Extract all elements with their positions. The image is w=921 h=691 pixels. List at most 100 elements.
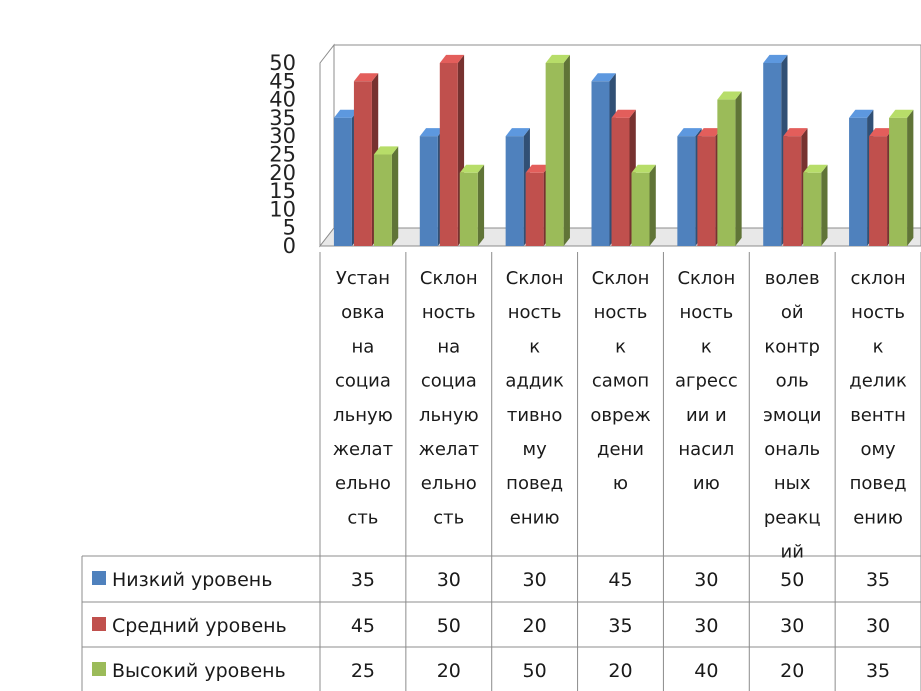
- data-value: 50: [437, 615, 461, 637]
- legend-label: Средний уровень: [112, 615, 287, 637]
- y-tick-label: 20: [269, 161, 296, 185]
- legend-label: Низкий уровень: [112, 569, 272, 591]
- category-label: ому: [860, 439, 896, 460]
- data-value: 35: [351, 569, 375, 591]
- category-label: на: [437, 336, 460, 357]
- y-tick-label: 25: [269, 143, 296, 167]
- category-label: ность: [594, 302, 648, 323]
- category-label: ность: [508, 302, 562, 323]
- bar: [439, 63, 458, 246]
- category-label: ональ: [764, 439, 820, 460]
- data-value: 20: [523, 615, 547, 637]
- category-label: овка: [341, 302, 385, 323]
- bar-top: [631, 164, 656, 173]
- category-label: ность: [851, 302, 905, 323]
- category-label: контр: [764, 336, 820, 357]
- category-label: агресс: [675, 371, 738, 392]
- category-label: ию: [693, 473, 720, 494]
- category-label: социа: [421, 371, 477, 392]
- category-label: Устан: [336, 268, 390, 289]
- category-label: ению: [510, 507, 560, 528]
- data-value: 30: [780, 615, 804, 637]
- category-label: к: [873, 336, 884, 357]
- category-label: овреж: [590, 405, 650, 426]
- bar-side: [563, 54, 570, 247]
- data-value: 30: [523, 569, 547, 591]
- bar: [333, 117, 352, 247]
- category-label: сть: [433, 507, 464, 528]
- category-label: к: [615, 336, 626, 357]
- category-label: аддик: [505, 371, 564, 392]
- y-tick-label: 35: [269, 106, 296, 130]
- category-label: ельно: [421, 473, 477, 494]
- y-tick-label: 10: [269, 197, 296, 221]
- data-value: 20: [780, 660, 804, 682]
- data-value: 30: [694, 569, 718, 591]
- bar: [889, 117, 908, 247]
- bar-top: [889, 109, 914, 118]
- category-label: льную: [419, 405, 479, 426]
- y-tick-label: 30: [269, 124, 296, 148]
- category-label: делик: [849, 371, 907, 392]
- bar-top: [803, 164, 828, 173]
- side-wall: [319, 43, 335, 248]
- category-label: насил: [678, 439, 734, 460]
- bar-top: [763, 54, 788, 63]
- bar-top: [545, 54, 570, 63]
- bar: [591, 81, 610, 246]
- bar-top: [439, 54, 465, 63]
- y-tick-label: 15: [269, 179, 296, 203]
- data-value: 35: [608, 615, 632, 637]
- bar-side: [907, 109, 914, 246]
- category-label: к: [701, 336, 712, 357]
- bar-top: [591, 73, 616, 82]
- data-value: 50: [523, 660, 547, 682]
- bar-top: [717, 91, 742, 100]
- category-label: ю: [613, 473, 628, 494]
- data-value: 30: [437, 569, 461, 591]
- bar-side: [649, 164, 656, 246]
- category-label: сть: [347, 507, 378, 528]
- category-label: тивно: [507, 405, 563, 426]
- bar-top: [419, 128, 445, 137]
- category-label: льную: [333, 405, 393, 426]
- category-label: повед: [850, 473, 907, 494]
- category-label: эмоци: [763, 405, 821, 426]
- bar: [717, 99, 736, 246]
- bar: [505, 136, 524, 246]
- bar-top: [869, 128, 894, 137]
- data-value: 20: [437, 660, 461, 682]
- bar-top: [373, 146, 399, 155]
- category-label: реакц: [764, 507, 821, 528]
- category-label: социа: [335, 371, 391, 392]
- bar: [373, 154, 392, 246]
- bar-top: [353, 73, 379, 82]
- legend-label: Высокий уровень: [112, 660, 286, 682]
- category-label: ность: [679, 302, 733, 323]
- bar: [459, 172, 478, 246]
- data-value: 45: [608, 569, 632, 591]
- category-label: к: [529, 336, 540, 357]
- category-label: оль: [776, 371, 809, 392]
- category-label: вентн: [850, 405, 906, 426]
- bar: [611, 117, 630, 247]
- category-label: ельно: [335, 473, 391, 494]
- category-label: желат: [333, 439, 393, 460]
- legend-swatch: [92, 571, 106, 585]
- data-value: 45: [351, 615, 375, 637]
- data-value: 30: [866, 615, 890, 637]
- category-label: Склон: [677, 268, 735, 289]
- y-tick-label: 5: [283, 216, 296, 240]
- data-value: 20: [608, 660, 632, 682]
- category-label: повед: [506, 473, 563, 494]
- bar-top: [505, 128, 530, 137]
- bar-top: [525, 164, 550, 173]
- bar: [783, 136, 802, 246]
- bar: [545, 63, 564, 246]
- bar: [353, 81, 372, 246]
- data-value: 25: [351, 660, 375, 682]
- bar-top: [849, 109, 874, 118]
- data-value: 40: [694, 660, 718, 682]
